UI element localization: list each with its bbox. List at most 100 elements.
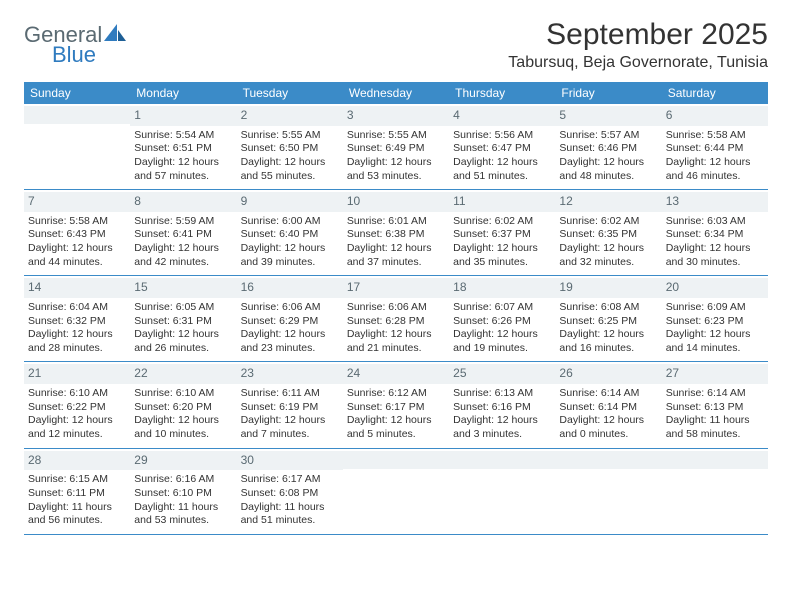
sunset-text: Sunset: 6:37 PM — [453, 228, 551, 242]
sunset-text: Sunset: 6:13 PM — [666, 401, 764, 415]
weekday-label: Monday — [130, 82, 236, 104]
sunset-text: Sunset: 6:34 PM — [666, 228, 764, 242]
sunset-text: Sunset: 6:22 PM — [28, 401, 126, 415]
day-cell: 27Sunrise: 6:14 AMSunset: 6:13 PMDayligh… — [662, 362, 768, 448]
month-title: September 2025 — [508, 18, 768, 52]
sunrise-text: Sunrise: 6:14 AM — [666, 387, 764, 401]
sunset-text: Sunset: 6:08 PM — [241, 487, 339, 501]
header: General Blue September 2025 Tabursuq, Be… — [24, 18, 768, 72]
daylight-text: Daylight: 12 hours and 51 minutes. — [453, 156, 551, 183]
day-number: 9 — [237, 192, 343, 212]
day-cell: 28Sunrise: 6:15 AMSunset: 6:11 PMDayligh… — [24, 449, 130, 535]
daylight-text: Daylight: 12 hours and 12 minutes. — [28, 414, 126, 441]
day-cell: 11Sunrise: 6:02 AMSunset: 6:37 PMDayligh… — [449, 190, 555, 276]
sunrise-text: Sunrise: 5:55 AM — [347, 129, 445, 143]
day-number — [343, 451, 449, 469]
day-number: 10 — [343, 192, 449, 212]
day-cell — [555, 449, 661, 535]
daylight-text: Daylight: 12 hours and 42 minutes. — [134, 242, 232, 269]
day-number: 2 — [237, 106, 343, 126]
sunrise-text: Sunrise: 5:54 AM — [134, 129, 232, 143]
daylight-text: Daylight: 12 hours and 0 minutes. — [559, 414, 657, 441]
week-row: 28Sunrise: 6:15 AMSunset: 6:11 PMDayligh… — [24, 449, 768, 535]
daylight-text: Daylight: 11 hours and 53 minutes. — [134, 501, 232, 528]
day-number: 16 — [237, 278, 343, 298]
sunset-text: Sunset: 6:31 PM — [134, 315, 232, 329]
daylight-text: Daylight: 11 hours and 56 minutes. — [28, 501, 126, 528]
sunrise-text: Sunrise: 6:16 AM — [134, 473, 232, 487]
daylight-text: Daylight: 12 hours and 21 minutes. — [347, 328, 445, 355]
day-number: 27 — [662, 364, 768, 384]
sunrise-text: Sunrise: 6:11 AM — [241, 387, 339, 401]
day-number: 30 — [237, 451, 343, 471]
sunrise-text: Sunrise: 5:58 AM — [28, 215, 126, 229]
title-block: September 2025 Tabursuq, Beja Governorat… — [508, 18, 768, 72]
day-number: 1 — [130, 106, 236, 126]
sunrise-text: Sunrise: 5:55 AM — [241, 129, 339, 143]
day-cell — [343, 449, 449, 535]
day-number — [449, 451, 555, 469]
sunrise-text: Sunrise: 6:03 AM — [666, 215, 764, 229]
daylight-text: Daylight: 12 hours and 16 minutes. — [559, 328, 657, 355]
daylight-text: Daylight: 12 hours and 26 minutes. — [134, 328, 232, 355]
day-number: 23 — [237, 364, 343, 384]
day-cell: 18Sunrise: 6:07 AMSunset: 6:26 PMDayligh… — [449, 276, 555, 362]
sunset-text: Sunset: 6:47 PM — [453, 142, 551, 156]
sunset-text: Sunset: 6:40 PM — [241, 228, 339, 242]
sunrise-text: Sunrise: 6:15 AM — [28, 473, 126, 487]
day-number: 25 — [449, 364, 555, 384]
sunrise-text: Sunrise: 6:10 AM — [134, 387, 232, 401]
sunrise-text: Sunrise: 6:10 AM — [28, 387, 126, 401]
day-cell: 22 Sunrise: 6:10 AMSunset: 6:20 PMDayligh… — [130, 362, 236, 448]
sunset-text: Sunset: 6:28 PM — [347, 315, 445, 329]
day-cell: 25Sunrise: 6:13 AMSunset: 6:16 PMDayligh… — [449, 362, 555, 448]
day-cell: 12Sunrise: 6:02 AMSunset: 6:35 PMDayligh… — [555, 190, 661, 276]
sunrise-text: Sunrise: 6:06 AM — [241, 301, 339, 315]
sunrise-text: Sunrise: 6:00 AM — [241, 215, 339, 229]
daylight-text: Daylight: 12 hours and 5 minutes. — [347, 414, 445, 441]
sunset-text: Sunset: 6:50 PM — [241, 142, 339, 156]
sunset-text: Sunset: 6:20 PM — [134, 401, 232, 415]
daylight-text: Daylight: 12 hours and 53 minutes. — [347, 156, 445, 183]
daylight-text: Daylight: 12 hours and 46 minutes. — [666, 156, 764, 183]
day-cell: 2Sunrise: 5:55 AMSunset: 6:50 PMDaylight… — [237, 104, 343, 190]
day-cell: 19Sunrise: 6:08 AMSunset: 6:25 PMDayligh… — [555, 276, 661, 362]
day-cell: 1Sunrise: 5:54 AMSunset: 6:51 PMDaylight… — [130, 104, 236, 190]
sunset-text: Sunset: 6:51 PM — [134, 142, 232, 156]
sunset-text: Sunset: 6:38 PM — [347, 228, 445, 242]
day-cell: 29 Sunrise: 6:16 AMSunset: 6:10 PMDayligh… — [130, 449, 236, 535]
day-cell: 16Sunrise: 6:06 AMSunset: 6:29 PMDayligh… — [237, 276, 343, 362]
daylight-text: Daylight: 12 hours and 10 minutes. — [134, 414, 232, 441]
day-number: 3 — [343, 106, 449, 126]
weekday-header: Sunday Monday Tuesday Wednesday Thursday… — [24, 82, 768, 104]
day-number: 11 — [449, 192, 555, 212]
sunset-text: Sunset: 6:43 PM — [28, 228, 126, 242]
day-number: 24 — [343, 364, 449, 384]
daylight-text: Daylight: 12 hours and 44 minutes. — [28, 242, 126, 269]
daylight-text: Daylight: 12 hours and 32 minutes. — [559, 242, 657, 269]
daylight-text: Daylight: 12 hours and 37 minutes. — [347, 242, 445, 269]
logo: General Blue — [24, 22, 126, 68]
sunset-text: Sunset: 6:44 PM — [666, 142, 764, 156]
sunset-text: Sunset: 6:10 PM — [134, 487, 232, 501]
weekday-label: Sunday — [24, 82, 130, 104]
day-number — [555, 451, 661, 469]
daylight-text: Daylight: 12 hours and 23 minutes. — [241, 328, 339, 355]
sunrise-text: Sunrise: 6:12 AM — [347, 387, 445, 401]
sunrise-text: Sunrise: 5:59 AM — [134, 215, 232, 229]
day-cell: 6Sunrise: 5:58 AMSunset: 6:44 PMDaylight… — [662, 104, 768, 190]
daylight-text: Daylight: 11 hours and 51 minutes. — [241, 501, 339, 528]
day-number: 26 — [555, 364, 661, 384]
daylight-text: Daylight: 12 hours and 48 minutes. — [559, 156, 657, 183]
day-cell: 13Sunrise: 6:03 AMSunset: 6:34 PMDayligh… — [662, 190, 768, 276]
day-number: 28 — [24, 451, 130, 471]
day-cell: 3Sunrise: 5:55 AMSunset: 6:49 PMDaylight… — [343, 104, 449, 190]
day-cell: 26Sunrise: 6:14 AMSunset: 6:14 PMDayligh… — [555, 362, 661, 448]
day-cell: 24Sunrise: 6:12 AMSunset: 6:17 PMDayligh… — [343, 362, 449, 448]
day-number: 29 — [130, 451, 236, 471]
day-number: 14 — [24, 278, 130, 298]
day-number: 22 — [130, 364, 236, 384]
day-number: 8 — [130, 192, 236, 212]
weekday-label: Wednesday — [343, 82, 449, 104]
day-number: 21 — [24, 364, 130, 384]
